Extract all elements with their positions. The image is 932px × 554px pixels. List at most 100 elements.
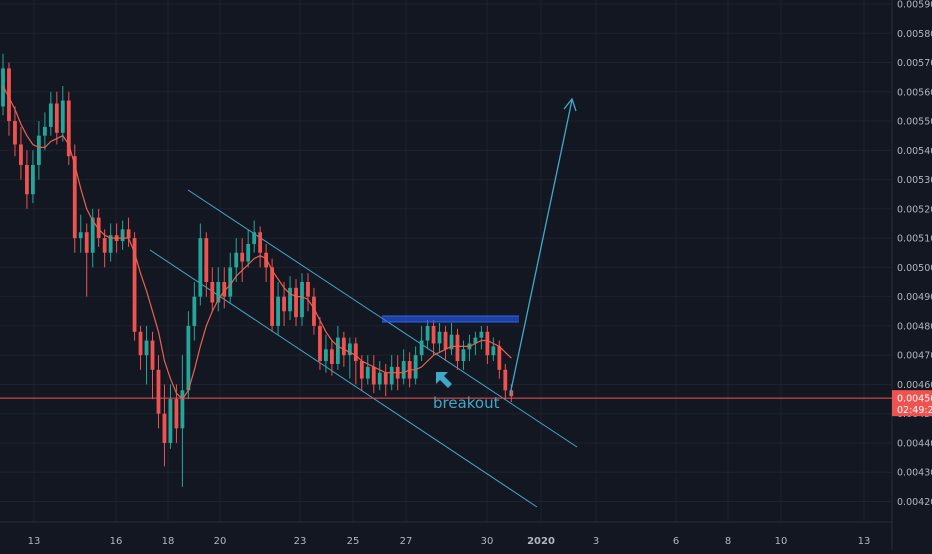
candle-body [419, 340, 424, 356]
candle-body [306, 282, 310, 297]
candle-body [491, 346, 496, 356]
candle-body [60, 100, 65, 133]
candle-body [138, 331, 143, 356]
candle-body [25, 164, 29, 195]
candle-body [180, 390, 185, 429]
candle-body [330, 349, 334, 364]
candle-body [371, 366, 376, 385]
candle-body [246, 243, 251, 262]
current-price-label: 0.00456 [897, 394, 932, 405]
candle-body [437, 331, 442, 344]
candle-body [443, 331, 448, 350]
candle-body [228, 267, 233, 297]
moving-average-layer [2, 85, 512, 401]
current-price-tag: 0.0045602:49:29 [0, 390, 932, 417]
candle-body [13, 121, 17, 145]
candle-body [389, 366, 394, 385]
candle-body [96, 217, 101, 239]
time-tick-label: 27 [400, 536, 413, 547]
time-tick-label: 18 [162, 536, 175, 547]
candle-body [270, 267, 274, 326]
candle-body [252, 232, 257, 244]
candle-body [449, 334, 454, 350]
candle-body [7, 68, 11, 122]
candle-body [168, 399, 173, 443]
candle-body [288, 287, 292, 312]
time-tick-label: 23 [294, 536, 307, 547]
candle-body [413, 355, 418, 379]
candle-body [258, 232, 263, 253]
time-tick-label: 8 [725, 536, 731, 547]
candle-body [19, 144, 23, 165]
candle-body [48, 103, 53, 127]
candle-body [186, 325, 191, 391]
candle-body [120, 229, 125, 242]
candle-body [294, 287, 298, 318]
price-countdown: 02:49:29 [897, 405, 932, 416]
candle-body [31, 164, 35, 195]
breakout-label: breakout [433, 394, 500, 412]
candle-body [324, 349, 328, 362]
candle-body [162, 413, 167, 443]
candle-body [318, 325, 322, 362]
candle-body [455, 334, 460, 362]
candle-body [377, 372, 382, 385]
candle-body [204, 238, 209, 283]
candle-body [72, 156, 77, 239]
price-tick-label: 0.00420 [897, 497, 932, 508]
candle-body [312, 296, 316, 326]
time-tick-label: 20 [214, 536, 227, 547]
candle-body [365, 366, 370, 379]
candle-body [479, 331, 484, 338]
candle-body [210, 282, 215, 303]
candle-body [144, 340, 149, 356]
resistance-zone [382, 316, 519, 322]
candle-body [90, 217, 95, 253]
time-tick-label: 30 [481, 536, 494, 547]
candle-body [509, 390, 514, 397]
candle-body [222, 282, 227, 297]
candle-body [126, 229, 131, 239]
candle-body [156, 369, 161, 414]
candle-body [425, 325, 430, 341]
candle-body [54, 103, 59, 133]
candle-body [150, 340, 155, 370]
time-tick-label: 2020 [527, 536, 555, 547]
candle-body [174, 399, 179, 429]
current-price-box [892, 390, 932, 417]
candle-body [42, 126, 47, 136]
candle-body [353, 343, 358, 362]
candle-body [497, 346, 502, 370]
time-tick-label: 16 [110, 536, 123, 547]
time-axis[interactable]: 13 16 18 20 23 25 27 30 2020 3 6 8 10 13 [28, 536, 871, 547]
candle-body [341, 337, 346, 356]
candle-body [282, 296, 286, 312]
candle-body [216, 282, 221, 303]
candle-body [473, 337, 478, 344]
candle-body [359, 361, 364, 379]
channel-lower-line [149, 249, 538, 508]
time-tick-label: 13 [28, 536, 41, 547]
candle-body [485, 331, 490, 356]
time-tick-label: 6 [673, 536, 679, 547]
projection-arrowhead [563, 97, 577, 112]
candle-body [264, 252, 269, 268]
candle-body [461, 349, 466, 362]
candle-body [84, 232, 89, 253]
